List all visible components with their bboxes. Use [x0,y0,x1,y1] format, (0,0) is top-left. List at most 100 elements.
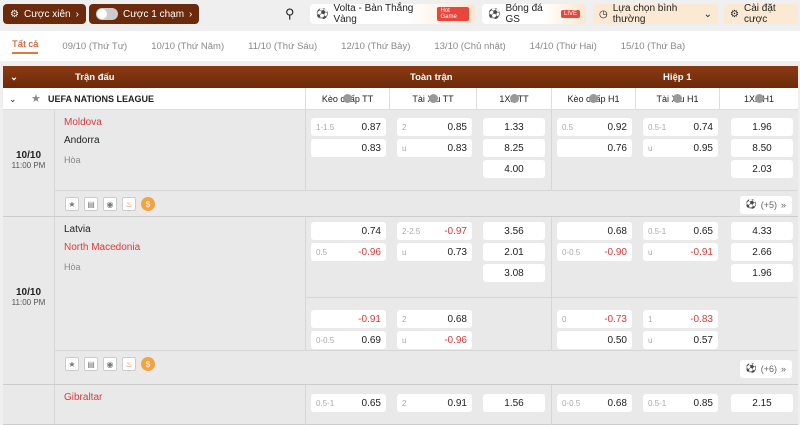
odds-cell[interactable]: 8.25 [483,139,545,157]
info-icon[interactable] [589,94,598,103]
tab-date[interactable]: 11/10 (Thứ Sáu) [248,40,318,52]
odds-cell[interactable]: 0-0.5 0.69 [311,331,386,349]
odds-cell[interactable]: 0.5-1 0.74 [643,118,718,136]
odds-cell[interactable]: 3.08 [483,264,545,282]
odds-cell[interactable]: 2 0.91 [397,394,472,412]
tab-date[interactable]: 09/10 (Thứ Tư) [62,40,128,52]
tab-date[interactable]: Tất cả [12,39,39,54]
odds-cell[interactable]: 1 -0.83 [643,310,718,328]
collapse-all-icon[interactable]: ⌄ [10,72,18,83]
odds-line: 1 [648,314,653,324]
bonus-icon[interactable]: $ [141,197,155,211]
chevron-down-icon[interactable]: ⌄ [9,94,17,104]
toggle-switch[interactable] [96,8,118,20]
odds-cell[interactable]: 0.83 [311,139,386,157]
match-time: 11:00 PM [11,298,46,307]
odds-cell[interactable]: -0.91 [311,310,386,328]
view-select[interactable]: ◷ Lựa chọn bình thường ⌄ [593,3,718,25]
odds-cell[interactable]: 1.96 [731,118,793,136]
home-team[interactable]: Latvia [64,224,91,235]
odds-value: 0.68 [607,225,627,237]
info-icon[interactable] [673,94,682,103]
gs-football-promo[interactable]: ⚽ Bóng đá GS LIVE [482,3,586,25]
odds-cell[interactable]: 4.00 [483,160,545,178]
odds-cell[interactable]: 1.56 [483,394,545,412]
odds-cell[interactable]: 2-2.5 -0.97 [397,222,472,240]
info-icon[interactable] [754,94,764,103]
tab-date[interactable]: 14/10 (Thứ Hai) [529,40,597,52]
tab-date[interactable]: 12/10 (Thứ Bảy) [341,40,411,52]
odds-cell[interactable]: u -0.96 [397,331,472,349]
watch-icon[interactable]: ◉ [103,357,117,371]
watch-icon[interactable]: ◉ [103,197,117,211]
draw-label: Hòa [64,262,81,272]
home-team[interactable]: Gibraltar [64,392,103,403]
odds-cell[interactable]: 1.96 [731,264,793,282]
odds-cell[interactable]: u 0.95 [643,139,718,157]
odds-cell[interactable]: 2 0.68 [397,310,472,328]
double-chevron-right-icon: » [780,199,786,210]
more-markets-button[interactable]: ⚽ (+6)» [739,359,792,378]
odds-cell[interactable]: u 0.73 [397,243,472,261]
tab-date[interactable]: 13/10 (Chủ nhật) [434,40,506,52]
info-icon[interactable] [428,94,438,103]
info-icon[interactable] [343,94,352,103]
odds-value: 1.56 [504,397,524,409]
odds-cell[interactable]: 0.74 [311,222,386,240]
odds-value: 0.69 [361,334,381,346]
column-header: Tài Xỉu H1 [635,88,719,110]
away-team[interactable]: North Macedonia [64,242,141,253]
tab-date[interactable]: 15/10 (Thứ Ba) [620,40,686,52]
search-icon[interactable]: ⚲ [285,6,295,21]
odds-cell[interactable]: 3.56 [483,222,545,240]
odds-cell[interactable]: u 0.57 [643,331,718,349]
more-markets-button[interactable]: ⚽ (+5)» [739,195,792,214]
info-icon[interactable] [509,94,519,103]
away-team[interactable]: Andorra [64,135,100,146]
odds-line: 2 [402,398,407,408]
odds-cell[interactable]: 1.33 [483,118,545,136]
odds-cell[interactable]: 2.15 [731,394,793,412]
odds-cell[interactable]: 2.03 [731,160,793,178]
favorite-icon[interactable]: ★ [65,357,79,371]
odds-cell[interactable]: 8.50 [731,139,793,157]
stats-icon[interactable]: ▤ [84,197,98,211]
parlay-button[interactable]: ⚙ Cược xiên › [3,4,86,24]
odds-cell[interactable]: 0-0.5 -0.90 [557,243,632,261]
odds-cell[interactable]: 0.76 [557,139,632,157]
odds-value: 0.68 [607,397,627,409]
odds-cell[interactable]: u -0.91 [643,243,718,261]
hot-icon[interactable]: ♨ [122,357,136,371]
odds-cell[interactable]: 0.5 -0.96 [311,243,386,261]
bet-settings-button[interactable]: ⚙ Cài đặt cược [724,3,798,25]
odds-cell[interactable]: u 0.83 [397,139,472,157]
odds-cell[interactable]: 4.33 [731,222,793,240]
home-team[interactable]: Moldova [64,117,102,128]
star-icon[interactable]: ★ [31,93,41,105]
favorite-icon[interactable]: ★ [65,197,79,211]
odds-cell[interactable]: 2.66 [731,243,793,261]
odds-cell[interactable]: 0.5-1 0.65 [311,394,386,412]
odds-cell[interactable]: 0.5 0.92 [557,118,632,136]
one-tap-bet-toggle[interactable]: Cược 1 chạm › [89,4,200,24]
odds-cell[interactable]: 0 -0.73 [557,310,632,328]
odds-line: 2 [402,314,407,324]
odds-cell[interactable]: 0.50 [557,331,632,349]
odds-cell[interactable]: 0.5-1 0.65 [643,222,718,240]
odds-cell[interactable]: 2 0.85 [397,118,472,136]
column-header: Tài Xỉu TT [389,88,476,110]
odds-cell[interactable]: 0-0.5 0.68 [557,394,632,412]
stats-icon[interactable]: ▤ [84,357,98,371]
football-icon: ⚽ [745,199,757,209]
more-markets-count: (+5) [760,199,777,210]
bonus-icon[interactable]: $ [141,357,155,371]
odds-cell[interactable]: 1-1.5 0.87 [311,118,386,136]
tab-date[interactable]: 10/10 (Thứ Năm) [151,40,225,52]
odds-cell[interactable]: 2.01 [483,243,545,261]
odds-cell[interactable]: 0.68 [557,222,632,240]
volta-promo[interactable]: ⚽ Volta - Bàn Thắng Vàng Hot Game [310,3,475,25]
odds-value: 0.92 [607,121,627,133]
hot-icon[interactable]: ♨ [122,197,136,211]
odds-cell[interactable]: 0.5-1 0.85 [643,394,718,412]
